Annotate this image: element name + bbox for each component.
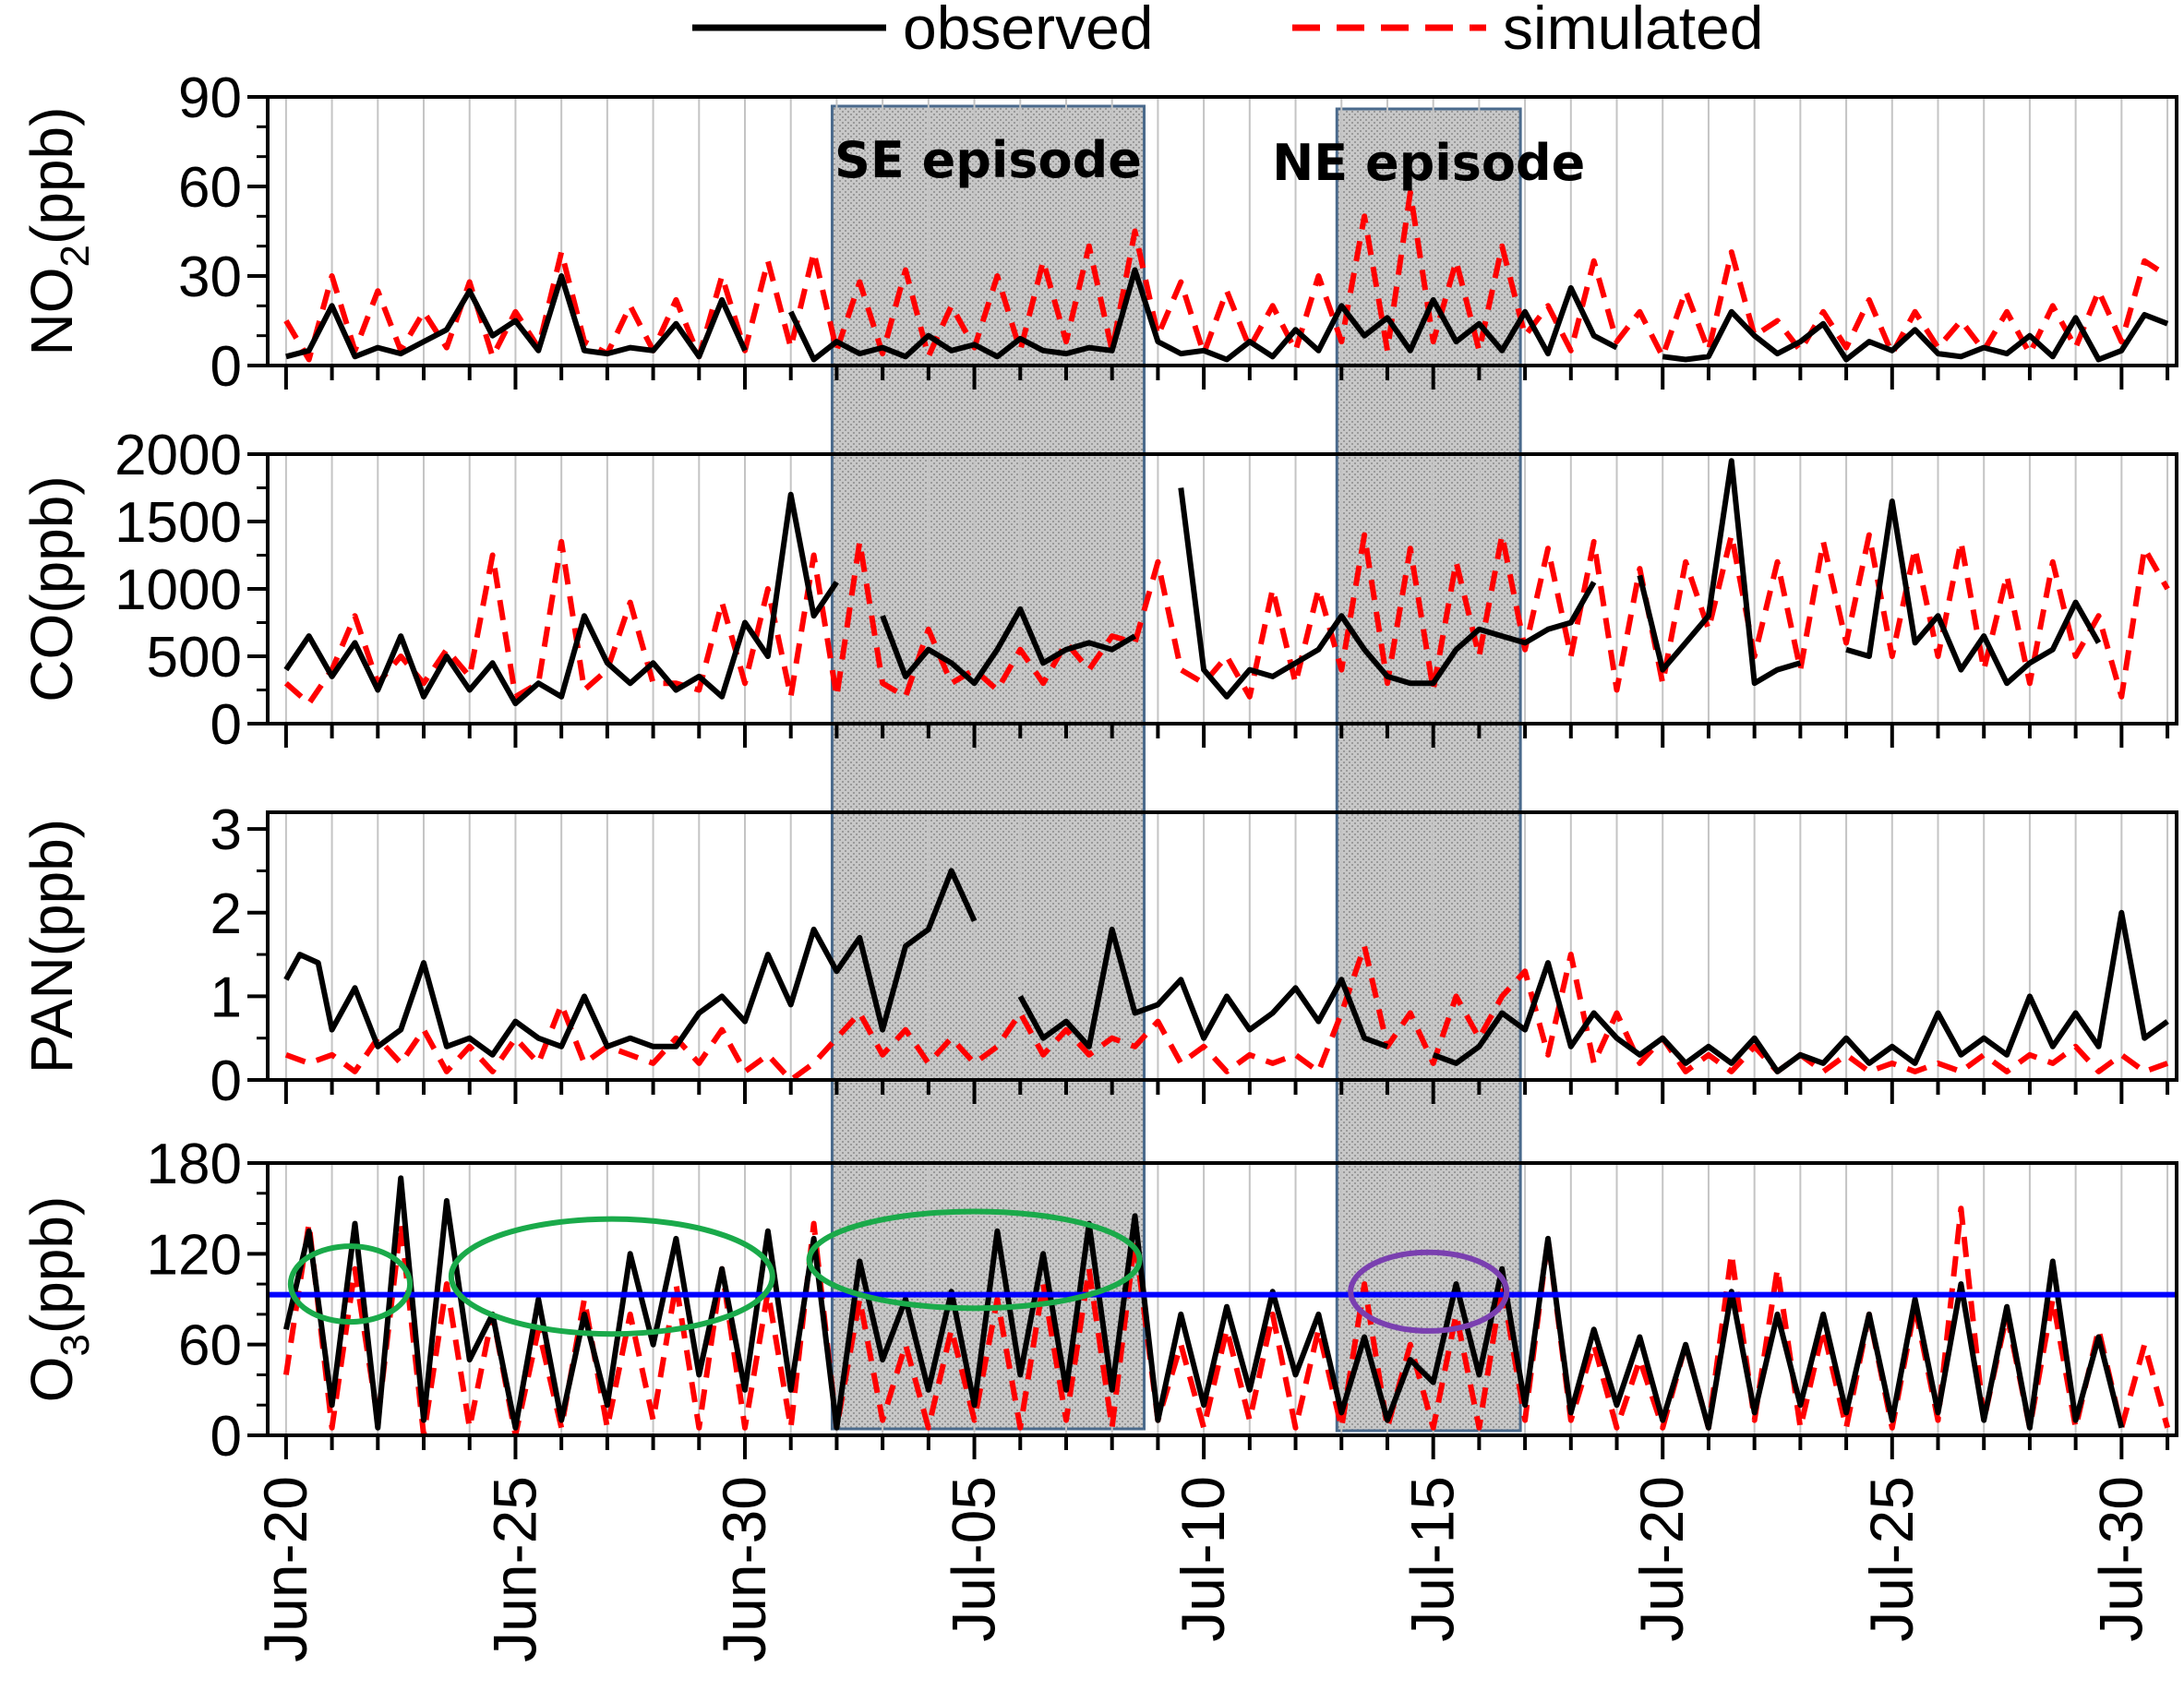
x-axis: Jun-20 Jun-25 Jun-30 Jul-05 Jul-10 Jul-15 Jul-… [251,1476,2154,1662]
x-tick-label: Jun-25 [480,1476,548,1662]
ylabel-sub: 3 [53,1334,98,1356]
series-observed-o3 [282,1175,2125,1431]
y-tick-label: 90 [178,66,242,130]
series-group [283,189,2169,363]
series-group [283,868,2169,1080]
series-simulated-pan [284,943,2169,1080]
y-tick-label: 1 [210,965,242,1029]
episode-box-2 [1335,107,1522,1433]
plot-frame [266,810,2178,1082]
x-tick-label: Jun-30 [710,1476,778,1662]
y-axis-label-o3: O3(ppb) [18,1196,98,1403]
y-tick-label: 500 [147,626,242,690]
x-tick-label: Jul-20 [1627,1476,1696,1642]
ylabel-main: CO [18,614,85,702]
series-group [282,1175,2170,1435]
x-tick-label: Jul-15 [1398,1476,1467,1642]
ylabel-main: O [18,1357,85,1403]
ylabel-main: PAN [18,956,85,1073]
episode-labels: SE episode NE episode [834,131,1585,192]
y-tick-label: 1500 [114,491,242,555]
episode-label-1: SE episode [834,131,1142,189]
episode-box-1 [830,104,1146,1431]
ylabel-main: NO [18,267,85,355]
y-tick-label: 1000 [114,558,242,622]
series-observed-co [283,458,2102,707]
ylabel-unit: (ppb) [18,819,85,956]
ylabel-unit: (ppb) [18,1196,85,1334]
x-tick-label: Jul-05 [940,1476,1008,1642]
ylabel-unit: (ppb) [18,475,85,613]
panel-no2: 0 30 60 90 NO2(ppb) [18,66,2178,399]
series-observed-pan [283,868,2169,1074]
episode-shading-layer [830,104,1522,1433]
y-axis-label-no2: NO2(ppb) [18,107,98,356]
y-tick-label: 120 [147,1223,242,1287]
annotation-ellipse-green-3 [806,1208,1143,1312]
x-tick-label: Jul-30 [2086,1476,2154,1642]
y-tick-label: 60 [178,156,242,220]
y-tick-label: 180 [147,1133,242,1196]
y-tick-label: 0 [210,1049,242,1113]
legend-label-observed: observed [903,0,1154,62]
y-axis-label-co: CO(ppb) [18,475,85,702]
y-tick-label: 3 [210,798,242,862]
y-tick-label: 0 [210,335,242,399]
y-tick-label: 2000 [114,424,242,487]
legend: observed simulated [692,0,1763,62]
plot-frame [266,1161,2178,1437]
annotation-ellipse-green-2 [448,1216,775,1337]
ylabel-sub: 2 [53,245,98,267]
y-tick-label: 0 [210,693,242,757]
legend-label-simulated: simulated [1503,0,1763,62]
plot-frame [266,95,2178,367]
x-tick-label: Jun-20 [251,1476,319,1662]
y-tick-label: 30 [178,246,242,309]
panel-pan: 0 1 2 3 PAN(ppb) [18,798,2178,1113]
series-observed-no2 [285,267,2169,363]
x-tick-label: Jul-10 [1169,1476,1237,1642]
annotation-ellipse-green-1 [287,1243,414,1325]
chart-panels: 0306090NO2(ppb)0500100015002000CO(ppb)01… [18,66,2178,1469]
series-simulated-co [283,532,2170,707]
series-group [283,458,2170,707]
y-tick-label: 0 [210,1405,242,1469]
y-axis-label-pan: PAN(ppb) [18,819,85,1073]
y-tick-label: 2 [210,882,242,946]
ylabel-unit: (ppb) [18,107,85,245]
plot-frame [266,452,2178,726]
episode-label-2: NE episode [1272,134,1585,192]
series-simulated-no2 [283,189,2169,363]
x-tick-label: Jul-25 [1857,1476,1926,1642]
annotation-ellipse-purple-4 [1348,1249,1510,1334]
y-tick-label: 60 [178,1314,242,1378]
panel-o3: 0 60 120 180 O3(ppb) [18,1133,2178,1469]
